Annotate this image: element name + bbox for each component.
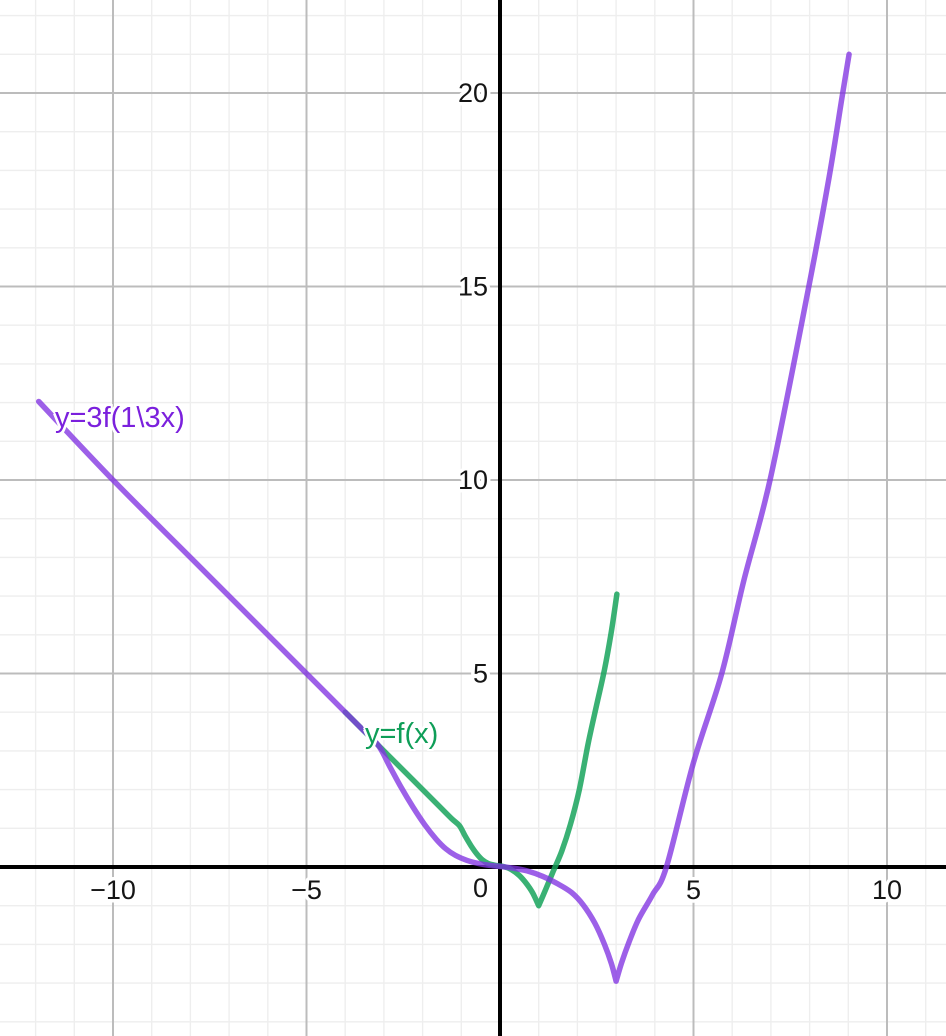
- curve-label-3f: y=3f(1\3x): [55, 402, 185, 434]
- x-tick-label: 5: [686, 875, 701, 905]
- y-tick-label: 15: [458, 272, 488, 302]
- curve-label-f: y=f(x): [365, 718, 439, 750]
- origin-tick-label: 0: [473, 873, 488, 903]
- x-tick-label: 10: [872, 875, 902, 905]
- x-tick-label: −10: [90, 875, 136, 905]
- y-tick-label: 5: [473, 659, 488, 689]
- y-tick-label: 10: [458, 465, 488, 495]
- y-tick-label: 20: [458, 78, 488, 108]
- curve-f[interactable]: [342, 591, 620, 909]
- x-tick-label: −5: [291, 875, 322, 905]
- curve-3f[interactable]: [35, 51, 852, 984]
